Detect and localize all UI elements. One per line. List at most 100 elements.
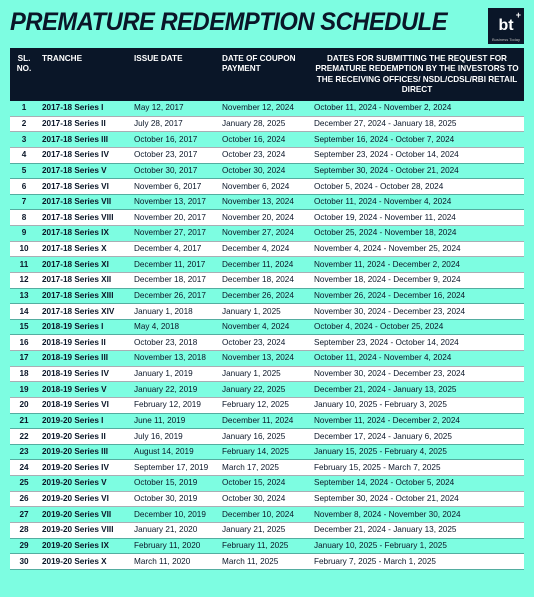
cell-issue-date: June 11, 2019: [130, 413, 218, 429]
cell-slno: 20: [10, 397, 38, 413]
cell-tranche: 2018-19 Series II: [38, 335, 130, 351]
cell-coupon-date: October 15, 2024: [218, 476, 310, 492]
cell-tranche: 2017-18 Series VIII: [38, 210, 130, 226]
cell-slno: 11: [10, 257, 38, 273]
cell-coupon-date: January 1, 2025: [218, 304, 310, 320]
cell-coupon-date: October 30, 2024: [218, 163, 310, 179]
cell-slno: 22: [10, 429, 38, 445]
cell-tranche: 2019-20 Series III: [38, 444, 130, 460]
cell-tranche: 2017-18 Series XII: [38, 272, 130, 288]
logo-text: bt: [498, 18, 513, 34]
cell-redemption-window: November 26, 2024 - December 16, 2024: [310, 288, 524, 304]
cell-redemption-window: November 30, 2024 - December 23, 2024: [310, 304, 524, 320]
cell-issue-date: May 12, 2017: [130, 101, 218, 116]
cell-tranche: 2019-20 Series VIII: [38, 522, 130, 538]
cell-tranche: 2017-18 Series XIV: [38, 304, 130, 320]
cell-issue-date: March 11, 2020: [130, 554, 218, 570]
table-row: 192018-19 Series VJanuary 22, 2019Januar…: [10, 382, 524, 398]
cell-redemption-window: January 10, 2025 - February 1, 2025: [310, 538, 524, 554]
cell-tranche: 2018-19 Series III: [38, 351, 130, 367]
cell-issue-date: May 4, 2018: [130, 319, 218, 335]
cell-slno: 18: [10, 366, 38, 382]
cell-slno: 15: [10, 319, 38, 335]
cell-tranche: 2017-18 Series XI: [38, 257, 130, 273]
cell-issue-date: December 4, 2017: [130, 241, 218, 257]
cell-coupon-date: December 4, 2024: [218, 241, 310, 257]
cell-coupon-date: November 4, 2024: [218, 319, 310, 335]
cell-issue-date: November 13, 2017: [130, 194, 218, 210]
cell-issue-date: November 20, 2017: [130, 210, 218, 226]
cell-slno: 14: [10, 304, 38, 320]
cell-issue-date: October 23, 2018: [130, 335, 218, 351]
cell-coupon-date: October 16, 2024: [218, 132, 310, 148]
cell-tranche: 2019-20 Series I: [38, 413, 130, 429]
cell-issue-date: February 11, 2020: [130, 538, 218, 554]
cell-issue-date: October 16, 2017: [130, 132, 218, 148]
cell-redemption-window: September 23, 2024 - October 14, 2024: [310, 335, 524, 351]
cell-slno: 7: [10, 194, 38, 210]
table-row: 92017-18 Series IXNovember 27, 2017Novem…: [10, 226, 524, 242]
table-row: 52017-18 Series VOctober 30, 2017October…: [10, 163, 524, 179]
cell-slno: 1: [10, 101, 38, 116]
cell-coupon-date: October 23, 2024: [218, 147, 310, 163]
cell-tranche: 2017-18 Series I: [38, 101, 130, 116]
cell-coupon-date: November 13, 2024: [218, 194, 310, 210]
table-row: 142017-18 Series XIVJanuary 1, 2018Janua…: [10, 304, 524, 320]
cell-tranche: 2019-20 Series II: [38, 429, 130, 445]
cell-coupon-date: March 17, 2025: [218, 460, 310, 476]
cell-slno: 16: [10, 335, 38, 351]
cell-coupon-date: December 26, 2024: [218, 288, 310, 304]
cell-redemption-window: November 11, 2024 - December 2, 2024: [310, 413, 524, 429]
table-row: 22017-18 Series IIJuly 28, 2017January 2…: [10, 116, 524, 132]
cell-redemption-window: November 8, 2024 - November 30, 2024: [310, 507, 524, 523]
cell-coupon-date: February 11, 2025: [218, 538, 310, 554]
cell-redemption-window: October 11, 2024 - November 4, 2024: [310, 351, 524, 367]
cell-issue-date: July 28, 2017: [130, 116, 218, 132]
cell-redemption-window: September 23, 2024 - October 14, 2024: [310, 147, 524, 163]
cell-issue-date: October 30, 2019: [130, 491, 218, 507]
table-row: 282019-20 Series VIIIJanuary 21, 2020Jan…: [10, 522, 524, 538]
cell-coupon-date: January 1, 2025: [218, 366, 310, 382]
page-title: PREMATURE REDEMPTION SCHEDULE: [10, 8, 447, 37]
cell-coupon-date: March 11, 2025: [218, 554, 310, 570]
cell-redemption-window: January 15, 2025 - February 4, 2025: [310, 444, 524, 460]
schedule-table: SL. NO. TRANCHE ISSUE DATE DATE OF COUPO…: [10, 48, 524, 570]
cell-slno: 23: [10, 444, 38, 460]
cell-coupon-date: November 6, 2024: [218, 179, 310, 195]
cell-coupon-date: December 18, 2024: [218, 272, 310, 288]
table-row: 72017-18 Series VIINovember 13, 2017Nove…: [10, 194, 524, 210]
cell-tranche: 2017-18 Series XIII: [38, 288, 130, 304]
cell-issue-date: December 26, 2017: [130, 288, 218, 304]
cell-issue-date: December 10, 2019: [130, 507, 218, 523]
cell-coupon-date: January 16, 2025: [218, 429, 310, 445]
cell-issue-date: December 18, 2017: [130, 272, 218, 288]
cell-redemption-window: December 21, 2024 - January 13, 2025: [310, 382, 524, 398]
cell-slno: 26: [10, 491, 38, 507]
table-row: 272019-20 Series VIIDecember 10, 2019Dec…: [10, 507, 524, 523]
table-row: 62017-18 Series VINovember 6, 2017Novemb…: [10, 179, 524, 195]
table-header: SL. NO. TRANCHE ISSUE DATE DATE OF COUPO…: [10, 48, 524, 101]
table-row: 202018-19 Series VIFebruary 12, 2019Febr…: [10, 397, 524, 413]
table-row: 112017-18 Series XIDecember 11, 2017Dece…: [10, 257, 524, 273]
table-row: 42017-18 Series IVOctober 23, 2017Octobe…: [10, 147, 524, 163]
cell-redemption-window: October 25, 2024 - November 18, 2024: [310, 226, 524, 242]
cell-slno: 25: [10, 476, 38, 492]
cell-redemption-window: November 11, 2024 - December 2, 2024: [310, 257, 524, 273]
cell-slno: 27: [10, 507, 38, 523]
cell-tranche: 2017-18 Series VI: [38, 179, 130, 195]
cell-redemption-window: December 21, 2024 - January 13, 2025: [310, 522, 524, 538]
cell-issue-date: September 17, 2019: [130, 460, 218, 476]
cell-issue-date: October 30, 2017: [130, 163, 218, 179]
cell-tranche: 2018-19 Series V: [38, 382, 130, 398]
cell-tranche: 2019-20 Series IX: [38, 538, 130, 554]
cell-tranche: 2018-19 Series VI: [38, 397, 130, 413]
cell-slno: 29: [10, 538, 38, 554]
cell-redemption-window: September 14, 2024 - October 5, 2024: [310, 476, 524, 492]
cell-coupon-date: October 30, 2024: [218, 491, 310, 507]
cell-slno: 21: [10, 413, 38, 429]
cell-tranche: 2019-20 Series VII: [38, 507, 130, 523]
cell-redemption-window: November 30, 2024 - December 23, 2024: [310, 366, 524, 382]
cell-tranche: 2017-18 Series IX: [38, 226, 130, 242]
cell-slno: 28: [10, 522, 38, 538]
cell-issue-date: February 12, 2019: [130, 397, 218, 413]
